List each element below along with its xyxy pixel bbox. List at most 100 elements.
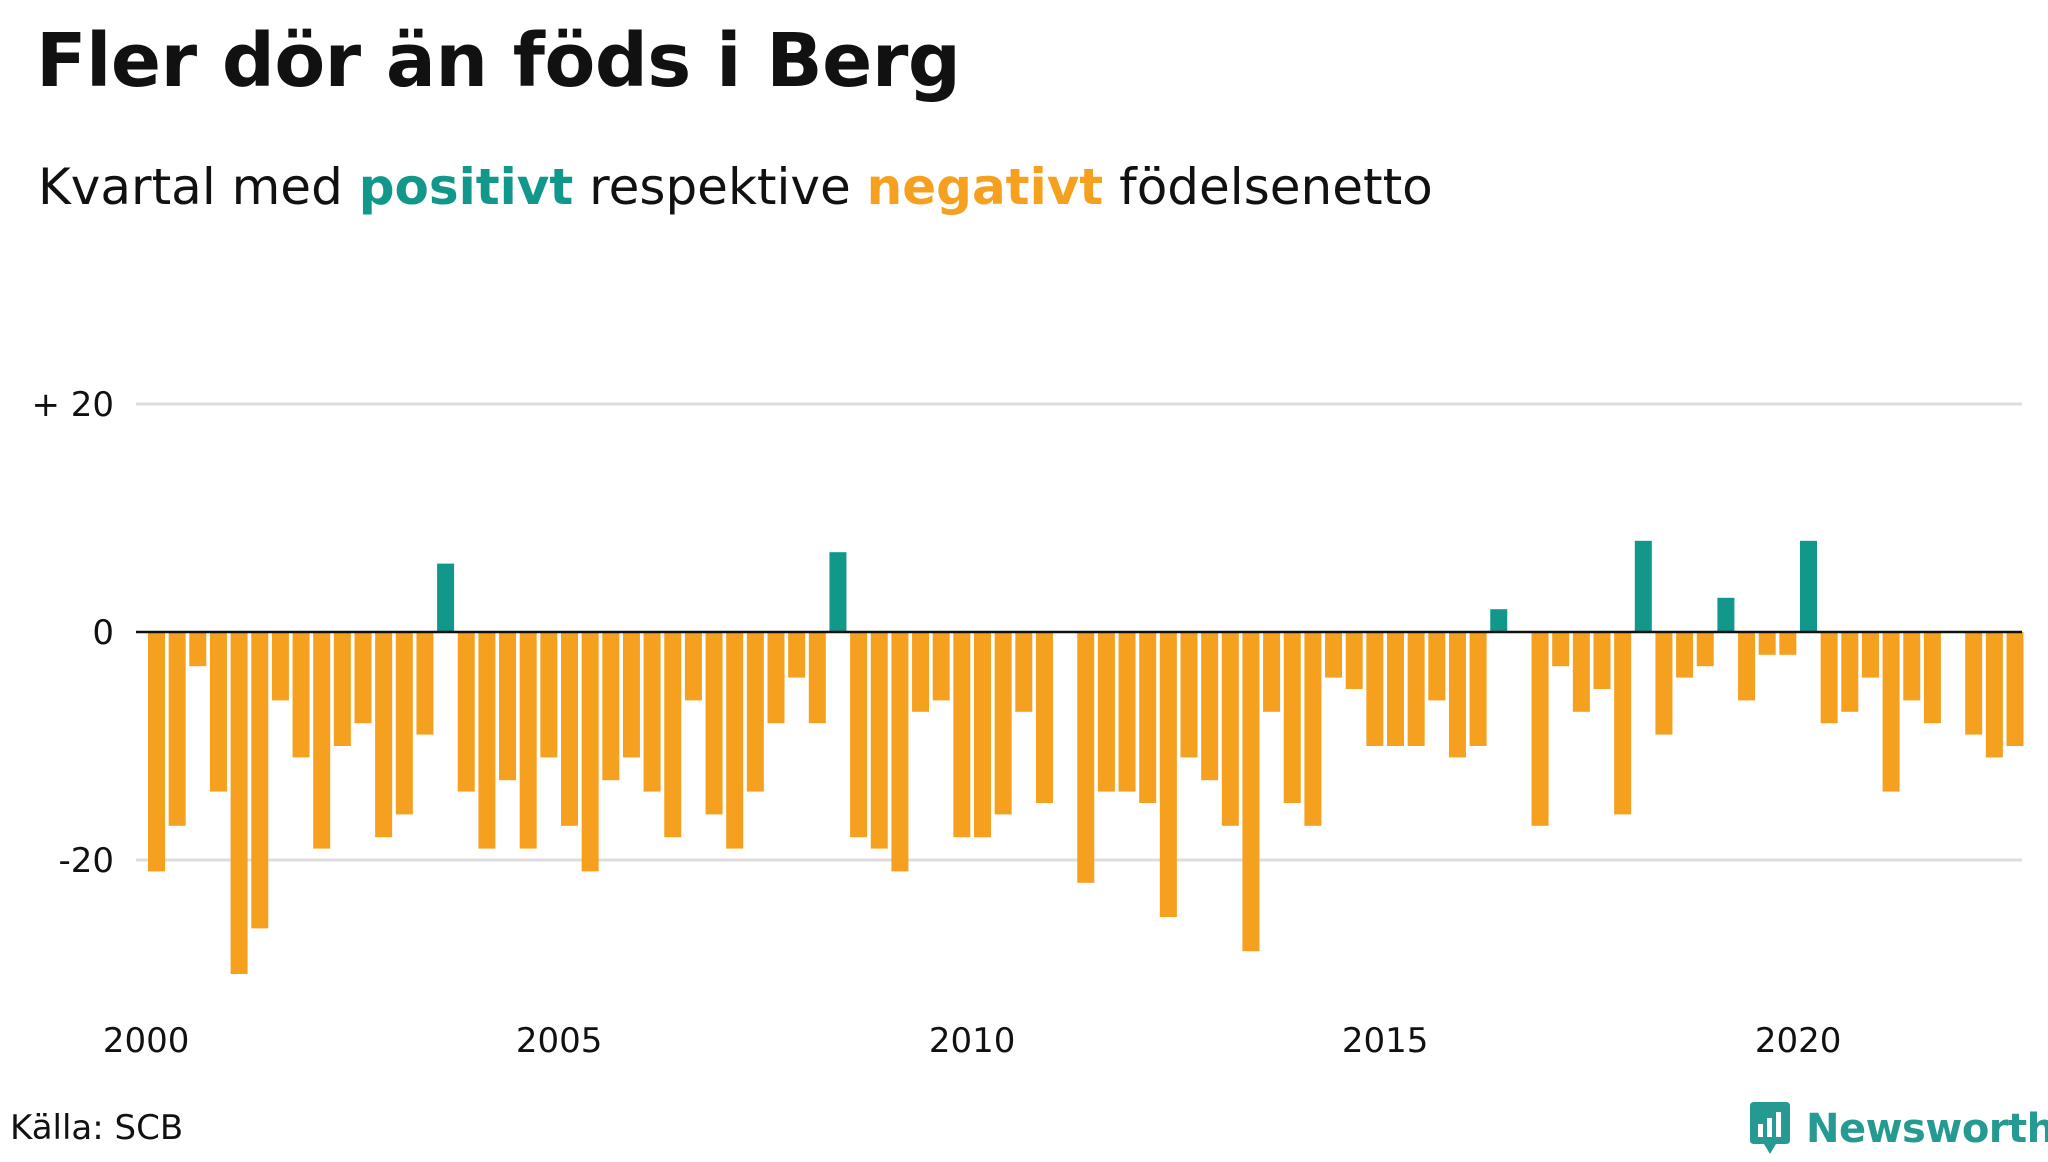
bar <box>1345 632 1363 689</box>
bar <box>953 632 971 838</box>
bar <box>664 632 682 838</box>
bar <box>333 632 351 746</box>
y-tick-label: -20 <box>58 841 114 881</box>
bar <box>1263 632 1281 712</box>
x-tick-label: 2000 <box>103 1021 190 1061</box>
bar <box>540 632 558 758</box>
bar <box>437 563 455 632</box>
bar <box>870 632 888 849</box>
bar <box>478 632 496 849</box>
bar <box>1242 632 1260 952</box>
bar <box>1448 632 1466 758</box>
bar <box>1655 632 1673 735</box>
bar <box>1800 540 1817 632</box>
bar <box>643 632 661 792</box>
bar <box>974 632 991 838</box>
bar <box>808 632 826 724</box>
x-tick-label: 2020 <box>1755 1021 1842 1061</box>
x-tick-label: 2015 <box>1342 1021 1429 1061</box>
bar <box>375 632 393 838</box>
bar <box>1304 632 1322 826</box>
bar <box>1593 632 1611 689</box>
bar <box>1201 632 1219 781</box>
bar <box>994 632 1012 815</box>
bar <box>395 632 413 815</box>
chart-title: Fler dör än föds i Berg <box>36 18 961 104</box>
bar <box>1490 609 1508 632</box>
bar <box>1407 632 1425 746</box>
bar <box>1634 540 1652 632</box>
brand-name: Newsworthy <box>1806 1106 2048 1152</box>
bar <box>148 632 165 872</box>
bar <box>519 632 537 849</box>
bar <box>746 632 764 792</box>
bar <box>1965 632 1983 735</box>
bar <box>1015 632 1033 712</box>
subtitle-negative-label: negativt <box>866 158 1104 216</box>
bar <box>705 632 723 815</box>
bar <box>1758 632 1776 655</box>
bar <box>1923 632 1941 724</box>
bar <box>1180 632 1198 758</box>
chart-subtitle: Kvartal med positivt respektive negativt… <box>38 158 1433 216</box>
bar <box>1572 632 1590 712</box>
bar <box>1283 632 1301 803</box>
bar <box>1882 632 1900 792</box>
subtitle-prefix: Kvartal med <box>38 158 359 216</box>
bar <box>251 632 269 929</box>
bar-chart-badge-icon <box>1748 1100 1792 1158</box>
bar <box>1035 632 1053 803</box>
x-tick-label: 2010 <box>929 1021 1016 1061</box>
bar <box>1221 632 1239 826</box>
bar <box>829 552 847 632</box>
bar <box>1531 632 1549 826</box>
bar <box>354 632 372 724</box>
bar <box>1614 632 1632 815</box>
bar <box>1139 632 1157 803</box>
bar <box>416 632 434 735</box>
bar <box>457 632 475 792</box>
bar <box>499 632 517 781</box>
x-tick-label: 2005 <box>516 1021 603 1061</box>
subtitle-middle: respektive <box>573 158 867 216</box>
y-tick-label: + 20 <box>31 385 114 425</box>
bar <box>788 632 806 678</box>
bar <box>912 632 930 712</box>
bar <box>1717 597 1735 632</box>
bar <box>1366 632 1384 746</box>
bar <box>1696 632 1714 667</box>
bar <box>561 632 578 826</box>
bar <box>1428 632 1446 701</box>
bar <box>2006 632 2024 746</box>
bar <box>622 632 640 758</box>
subtitle-positive-label: positivt <box>358 158 574 216</box>
bar <box>1779 632 1797 655</box>
bar <box>684 632 702 701</box>
bar <box>189 632 207 667</box>
bar <box>932 632 950 701</box>
bar <box>1159 632 1177 917</box>
subtitle-suffix: födelsenetto <box>1103 158 1433 216</box>
y-tick-label: 0 <box>92 613 114 653</box>
bar <box>209 632 227 792</box>
brand[interactable]: Newsworthy <box>1748 1100 2048 1158</box>
bar <box>1387 632 1404 746</box>
bar <box>271 632 289 701</box>
bar <box>168 632 186 826</box>
bar <box>1676 632 1694 678</box>
bar <box>1325 632 1343 678</box>
bar <box>1077 632 1095 883</box>
bar <box>1903 632 1921 701</box>
bar <box>1118 632 1136 792</box>
bar <box>1738 632 1756 701</box>
bar <box>1861 632 1879 678</box>
bar <box>767 632 785 724</box>
bar <box>1552 632 1570 667</box>
bar <box>1985 632 2003 758</box>
bar <box>292 632 310 758</box>
bar <box>581 632 599 872</box>
bar <box>230 632 248 974</box>
bar <box>726 632 744 849</box>
bar <box>1469 632 1487 746</box>
